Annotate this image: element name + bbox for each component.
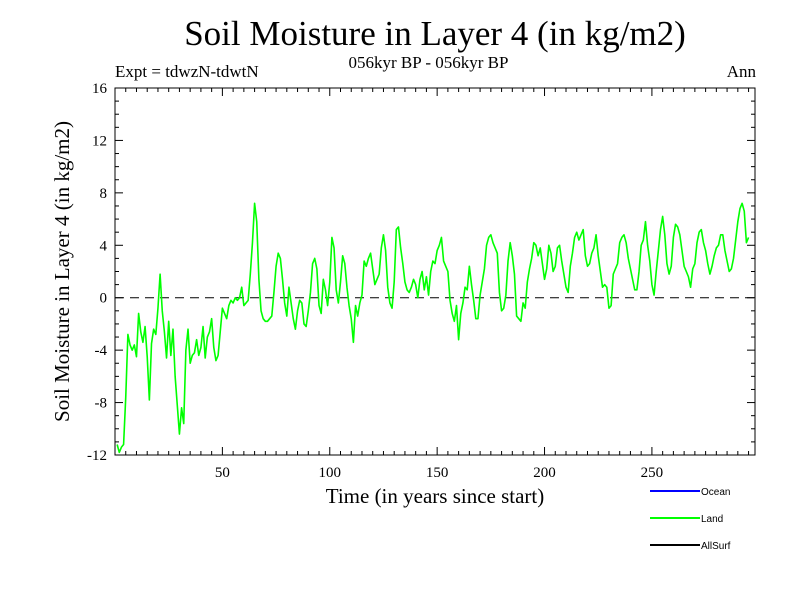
x-tick-label: 100 — [319, 465, 342, 481]
chart-title: Soil Moisture in Layer 4 (in kg/m2) — [184, 14, 686, 53]
series-line-land — [116, 202, 750, 454]
plot-frame — [114, 87, 756, 456]
y-tick-label: 0 — [100, 291, 108, 307]
legend: Ocean Land AllSurf — [650, 487, 731, 552]
y-tick-label: 8 — [100, 186, 108, 202]
legend-label-allsurf: AllSurf — [701, 541, 731, 552]
y-tick-label: 16 — [92, 81, 108, 97]
x-tick-label: 250 — [641, 465, 664, 481]
y-tick-label: 4 — [100, 238, 108, 254]
x-tick-label: 200 — [533, 465, 556, 481]
chart-subtitle: 056kyr BP - 056kyr BP — [348, 53, 509, 72]
y-tick-label: -8 — [95, 396, 108, 412]
x-tick-label: 50 — [215, 465, 230, 481]
y-tick-label: 12 — [92, 133, 107, 149]
legend-label-ocean: Ocean — [701, 487, 730, 498]
y-axis-title: Soil Moisture in Layer 4 (in kg/m2) — [50, 121, 74, 422]
x-tick-label: 150 — [426, 465, 449, 481]
x-axis-title: Time (in years since start) — [326, 484, 545, 508]
legend-label-land: Land — [701, 514, 723, 525]
y-tick-label: -12 — [87, 448, 107, 464]
y-tick-label: -4 — [95, 343, 108, 359]
experiment-label: Expt = tdwzN-tdwtN — [115, 62, 259, 81]
period-label: Ann — [726, 62, 756, 81]
